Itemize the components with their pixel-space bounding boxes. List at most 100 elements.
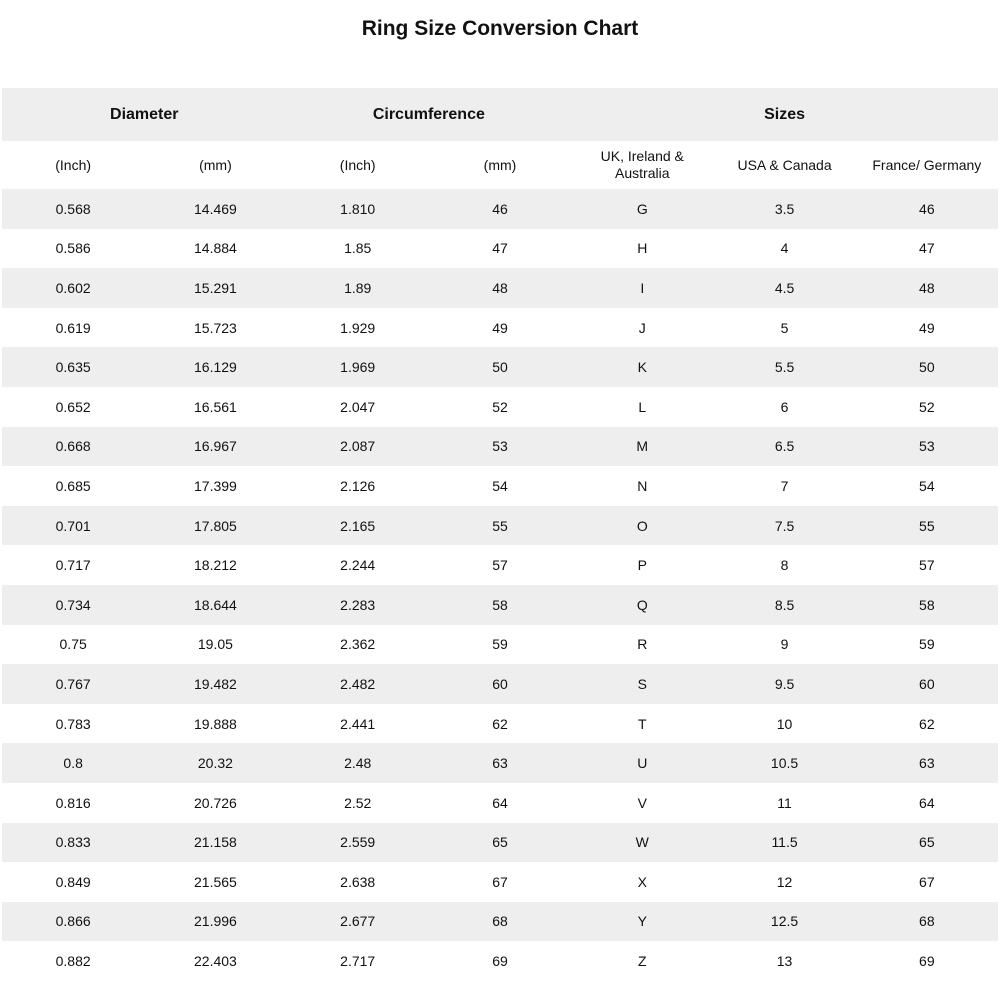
table-row: 0.866 21.996 2.677 68 Y 12.5 68 — [2, 901, 998, 942]
cell-diameter-mm: 18.212 — [194, 557, 237, 574]
cell-circumference-mm: 65 — [492, 834, 508, 851]
table-row: 0.783 19.888 2.441 62 T 10 62 — [2, 703, 998, 744]
table-row: 0.668 16.967 2.087 53 M 6.5 53 — [2, 426, 998, 467]
cell-uk-size: H — [637, 240, 648, 257]
cell-diameter-mm: 20.726 — [194, 794, 237, 811]
cell-diameter-mm: 21.158 — [194, 834, 237, 851]
cell-uk-size: M — [636, 438, 649, 455]
table-row: 0.602 15.291 1.89 48 I 4.5 48 — [2, 268, 998, 308]
cell-usa-size: 3.5 — [774, 200, 795, 217]
cell-france-size: 57 — [919, 557, 935, 574]
cell-diameter-mm: 20.32 — [197, 755, 233, 772]
header-diameter: Diameter — [2, 88, 287, 141]
cell-france-size: 64 — [919, 794, 935, 811]
cell-usa-size: 4.5 — [774, 279, 795, 296]
cell-circumference-mm: 48 — [492, 279, 508, 296]
cell-usa-size: 6 — [780, 398, 789, 415]
cell-diameter-inch: 0.568 — [55, 200, 91, 217]
table-row: 0.619 15.723 1.929 49 J 5 49 — [2, 307, 998, 348]
table-row: 0.882 22.403 2.717 69 Z 13 69 — [2, 941, 998, 981]
cell-diameter-mm: 22.403 — [194, 953, 237, 970]
cell-uk-size: V — [637, 794, 647, 811]
cell-uk-size: R — [637, 636, 648, 653]
cell-circumference-inch: 2.677 — [340, 913, 376, 930]
cell-france-size: 49 — [919, 319, 935, 336]
cell-usa-size: 4 — [780, 240, 789, 257]
cell-circumference-inch: 2.638 — [340, 873, 376, 890]
cell-france-size: 63 — [919, 755, 935, 772]
cell-circumference-inch: 2.559 — [340, 834, 376, 851]
cell-circumference-inch: 1.929 — [340, 319, 376, 336]
table-row: 0.717 18.212 2.244 57 P 8 57 — [2, 545, 998, 585]
table-row: 0.816 20.726 2.52 64 V 11 64 — [2, 782, 998, 823]
cell-diameter-inch: 0.783 — [55, 715, 91, 732]
cell-france-size: 69 — [919, 953, 935, 970]
cell-france-size: 54 — [919, 477, 935, 494]
header-circumference-mm: (mm) — [428, 141, 572, 189]
cell-diameter-mm: 14.469 — [194, 200, 237, 217]
cell-diameter-mm: 19.482 — [194, 675, 237, 692]
cell-circumference-inch: 2.441 — [340, 715, 376, 732]
cell-circumference-inch: 1.810 — [340, 200, 376, 217]
cell-circumference-inch: 2.362 — [340, 636, 376, 653]
cell-uk-size: X — [637, 873, 647, 890]
cell-circumference-inch: 2.48 — [344, 755, 372, 772]
cell-uk-size: Z — [637, 953, 647, 970]
cell-circumference-inch: 1.969 — [340, 359, 376, 376]
table-row: 0.8 20.32 2.48 63 U 10.5 63 — [2, 743, 998, 783]
cell-diameter-inch: 0.8 — [63, 755, 83, 772]
cell-uk-size: U — [637, 755, 648, 772]
cell-circumference-mm: 63 — [492, 755, 508, 772]
cell-circumference-inch: 1.85 — [344, 240, 372, 257]
cell-uk-size: J — [638, 319, 646, 336]
cell-diameter-mm: 15.723 — [194, 319, 237, 336]
cell-uk-size: G — [636, 200, 648, 217]
cell-usa-size: 12 — [776, 873, 793, 890]
group-header-row: Diameter Circumference Sizes — [2, 88, 998, 141]
cell-circumference-mm: 47 — [492, 240, 508, 257]
cell-usa-size: 6.5 — [774, 438, 795, 455]
cell-uk-size: N — [637, 477, 648, 494]
page-title: Ring Size Conversion Chart — [361, 17, 639, 40]
cell-circumference-inch: 2.283 — [340, 596, 376, 613]
cell-usa-size: 7.5 — [774, 517, 795, 534]
cell-diameter-mm: 16.129 — [194, 359, 237, 376]
cell-usa-size: 10 — [776, 715, 793, 732]
cell-diameter-mm: 18.644 — [194, 596, 237, 613]
cell-circumference-mm: 67 — [492, 873, 508, 890]
cell-diameter-inch: 0.635 — [55, 359, 91, 376]
cell-diameter-inch: 0.75 — [59, 636, 87, 653]
cell-circumference-mm: 50 — [492, 359, 508, 376]
cell-uk-size: I — [640, 279, 645, 296]
cell-circumference-mm: 49 — [492, 319, 508, 336]
cell-usa-size: 8.5 — [774, 596, 795, 613]
cell-usa-size: 9 — [780, 636, 789, 653]
cell-diameter-mm: 16.967 — [194, 438, 237, 455]
table-row: 0.652 16.561 2.047 52 L 6 52 — [2, 386, 998, 427]
cell-diameter-inch: 0.767 — [55, 675, 91, 692]
header-circumference-inch: (Inch) — [286, 141, 429, 189]
cell-circumference-inch: 2.126 — [340, 477, 376, 494]
cell-diameter-inch: 0.866 — [55, 913, 91, 930]
cell-circumference-mm: 57 — [492, 557, 508, 574]
cell-diameter-mm: 17.805 — [194, 517, 237, 534]
cell-usa-size: 8 — [780, 557, 789, 574]
cell-circumference-mm: 60 — [492, 675, 508, 692]
cell-circumference-inch: 2.047 — [340, 398, 376, 415]
header-diameter-mm: (mm) — [144, 141, 287, 189]
cell-france-size: 52 — [919, 398, 935, 415]
cell-uk-size: T — [637, 715, 647, 732]
cell-france-size: 59 — [919, 636, 935, 653]
cell-france-size: 48 — [919, 279, 935, 296]
cell-circumference-mm: 69 — [492, 953, 508, 970]
cell-diameter-inch: 0.652 — [55, 398, 91, 415]
cell-diameter-inch: 0.701 — [55, 517, 91, 534]
cell-circumference-mm: 68 — [492, 913, 508, 930]
cell-france-size: 58 — [919, 596, 935, 613]
unit-header-row: (Inch) (mm) (Inch) (mm) UK, Ireland & Au… — [2, 141, 998, 189]
cell-usa-size: 10.5 — [770, 755, 799, 772]
cell-circumference-inch: 2.244 — [340, 557, 376, 574]
cell-diameter-mm: 16.561 — [194, 398, 237, 415]
table-row: 0.701 17.805 2.165 55 O 7.5 55 — [2, 505, 998, 546]
cell-diameter-inch: 0.734 — [55, 596, 91, 613]
